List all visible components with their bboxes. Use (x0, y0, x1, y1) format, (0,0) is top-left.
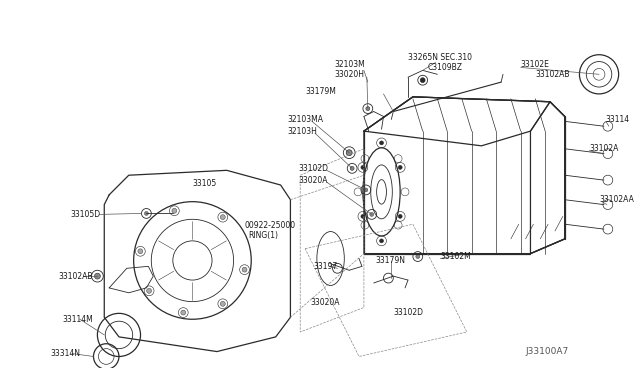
Circle shape (346, 150, 352, 155)
Circle shape (420, 78, 425, 83)
Text: 33114: 33114 (606, 115, 630, 124)
Circle shape (370, 212, 374, 217)
Circle shape (145, 211, 148, 215)
Text: 32103M: 32103M (335, 60, 365, 69)
Circle shape (172, 208, 177, 213)
Circle shape (361, 166, 365, 169)
Text: 33020H: 33020H (335, 70, 365, 79)
Text: 33020A: 33020A (298, 176, 328, 185)
Circle shape (138, 249, 143, 254)
Circle shape (242, 267, 247, 272)
Text: C3109BZ: C3109BZ (428, 63, 463, 72)
Circle shape (398, 166, 402, 169)
Circle shape (380, 141, 383, 145)
Circle shape (220, 301, 225, 306)
Text: 32103MA: 32103MA (287, 115, 323, 124)
Text: 33105: 33105 (193, 179, 217, 187)
Text: J33100A7: J33100A7 (525, 347, 569, 356)
Text: 33102D: 33102D (394, 308, 423, 317)
Text: 33102AB: 33102AB (535, 70, 570, 79)
Circle shape (380, 239, 383, 243)
Circle shape (366, 107, 370, 110)
Circle shape (364, 188, 368, 192)
Circle shape (181, 310, 186, 315)
Circle shape (361, 214, 365, 218)
Circle shape (147, 288, 152, 293)
Text: 33179M: 33179M (305, 87, 336, 96)
Text: 33102M: 33102M (440, 252, 471, 261)
Text: 33102AB: 33102AB (58, 272, 93, 280)
Text: 33197: 33197 (313, 262, 337, 271)
Text: 32103H: 32103H (287, 126, 317, 136)
Text: 33114M: 33114M (62, 315, 93, 324)
Circle shape (220, 215, 225, 219)
Text: 33020A: 33020A (310, 298, 339, 307)
Text: RING(1): RING(1) (248, 231, 278, 240)
Text: 33105D: 33105D (70, 210, 100, 219)
Text: 33179N: 33179N (376, 256, 406, 265)
Text: 33265N SEC.310: 33265N SEC.310 (408, 53, 472, 62)
Text: 33102D: 33102D (298, 164, 328, 173)
Circle shape (95, 273, 100, 279)
Text: 00922-25000: 00922-25000 (244, 221, 296, 230)
Text: 33102AA: 33102AA (599, 195, 634, 204)
Circle shape (416, 254, 420, 259)
Text: 33314N: 33314N (51, 349, 81, 358)
Text: 33102E: 33102E (521, 60, 550, 69)
Circle shape (398, 214, 402, 218)
Text: 33102A: 33102A (589, 144, 619, 153)
Circle shape (350, 166, 354, 170)
